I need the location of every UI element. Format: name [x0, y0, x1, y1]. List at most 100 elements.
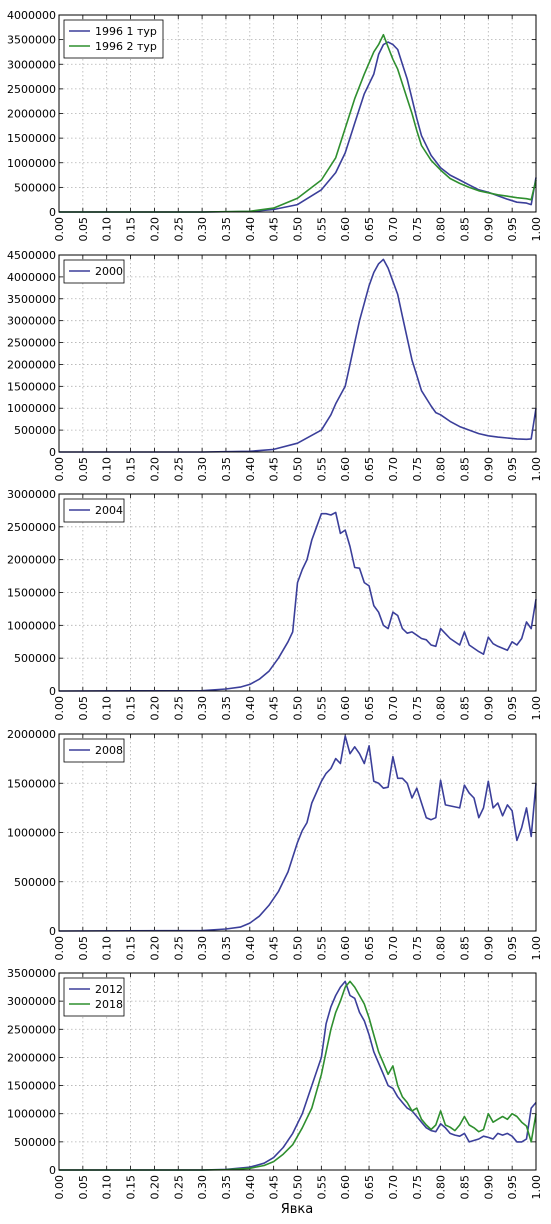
legend-box	[63, 498, 125, 523]
x-tick-label: 0.55	[315, 217, 328, 242]
x-tick-label: 0.45	[268, 696, 281, 721]
x-tick-label: 1.00	[530, 936, 543, 961]
series-line-5-2	[59, 980, 537, 1171]
x-tick-label: 0.95	[506, 1175, 519, 1200]
x-tick-label: 0.25	[172, 936, 185, 961]
x-tick-label: 0.70	[387, 457, 400, 482]
x-tick-label: 0.40	[244, 696, 257, 721]
x-tick-label: 0.60	[339, 1175, 352, 1200]
y-tick-label: 1500000	[7, 1080, 56, 1093]
x-tick-label: 0.20	[148, 1175, 161, 1200]
plot-frame	[58, 14, 537, 213]
x-tick-label: 0.75	[411, 217, 424, 242]
x-tick-label: 0.90	[482, 1175, 495, 1200]
x-tick-label: 0.15	[125, 457, 138, 482]
x-tick-label: 0.35	[220, 696, 233, 721]
y-tick-label: 1000000	[7, 619, 56, 632]
y-tick-label: 3000000	[7, 58, 56, 71]
y-tick-label: 0	[49, 446, 56, 459]
x-tick-label: 1.00	[530, 457, 543, 482]
y-tick-label: 0	[49, 925, 56, 938]
legend-label: 1996 1 тур	[95, 25, 157, 38]
x-tick-label: 0.70	[387, 217, 400, 242]
y-tick-label: 0	[49, 1164, 56, 1177]
series-line-2-1	[59, 258, 537, 453]
x-tick-label: 0.85	[458, 696, 471, 721]
x-tick-label: 0.00	[53, 457, 66, 482]
x-tick-label: 0.55	[315, 936, 328, 961]
x-tick-label: 0.60	[339, 217, 352, 242]
x-tick-label: 0.95	[506, 936, 519, 961]
x-tick-label: 0.85	[458, 217, 471, 242]
x-tick-label: 0.15	[125, 696, 138, 721]
x-tick-label: 0.05	[77, 457, 90, 482]
x-tick-label: 0.45	[268, 936, 281, 961]
x-tick-label: 0.80	[435, 936, 448, 961]
x-tick-label: 0.50	[292, 217, 305, 242]
x-tick-label: 0.05	[77, 1175, 90, 1200]
y-tick-label: 4500000	[7, 249, 56, 262]
x-tick-label: 0.20	[148, 217, 161, 242]
legend-box	[63, 738, 125, 763]
x-tick-label: 0.00	[53, 1175, 66, 1200]
legend-label: 2000	[95, 265, 123, 278]
series-line-1-2	[59, 33, 537, 213]
x-tick-label: 0.20	[148, 936, 161, 961]
y-tick-label: 2000000	[7, 728, 56, 741]
x-tick-label: 0.35	[220, 936, 233, 961]
x-tick-label: 0.70	[387, 1175, 400, 1200]
x-tick-label: 0.75	[411, 936, 424, 961]
y-tick-label: 1500000	[7, 380, 56, 393]
legend-box	[63, 19, 164, 59]
x-tick-label: 0.35	[220, 217, 233, 242]
x-tick-label: 0.85	[458, 1175, 471, 1200]
legend-label: 1996 2 тур	[95, 40, 157, 53]
x-tick-label: 0.45	[268, 457, 281, 482]
x-tick-label: 0.25	[172, 1175, 185, 1200]
x-tick-label: 0.30	[196, 696, 209, 721]
x-tick-label: 0.95	[506, 457, 519, 482]
x-tick-label: 0.30	[196, 936, 209, 961]
legend: 2008	[63, 738, 125, 763]
x-tick-label: 0.40	[244, 457, 257, 482]
chart-panel-3: 0.00 0.05 0.10 0.15 0.20 0.25 0.30 0.35 0.40 0.45…	[7, 488, 543, 721]
x-tick-label: 1.00	[530, 696, 543, 721]
series-line-5-1	[59, 980, 537, 1171]
x-tick-label: 0.50	[292, 457, 305, 482]
x-tick-label: 0.10	[101, 1175, 114, 1200]
x-tick-label: 0.30	[196, 1175, 209, 1200]
x-tick-label: 0.05	[77, 936, 90, 961]
x-tick-label: 1.00	[530, 1175, 543, 1200]
x-tick-label: 0.50	[292, 696, 305, 721]
y-tick-label: 1000000	[7, 402, 56, 415]
x-tick-label: 0.25	[172, 457, 185, 482]
x-tick-label: 0.10	[101, 217, 114, 242]
chart-panel-1: 0.00 0.05 0.10 0.15 0.20 0.25 0.30 0.35 0.40 0.45…	[7, 9, 543, 242]
y-tick-label: 0	[49, 206, 56, 219]
chart-panel-2: 0.00 0.05 0.10 0.15 0.20 0.25 0.30 0.35 0.40 0.45…	[7, 249, 543, 482]
y-tick-label: 2500000	[7, 337, 56, 350]
y-tick-label: 3000000	[7, 488, 56, 501]
x-tick-label: 0.75	[411, 1175, 424, 1200]
y-tick-label: 1500000	[7, 777, 56, 790]
plot-frame	[58, 972, 537, 1171]
x-tick-label: 0.15	[125, 1175, 138, 1200]
x-tick-label: 0.50	[292, 936, 305, 961]
x-tick-label: 0.40	[244, 1175, 257, 1200]
x-tick-label: 0.20	[148, 457, 161, 482]
y-tick-label: 500000	[14, 181, 56, 194]
x-tick-label: 0.40	[244, 217, 257, 242]
y-tick-label: 3500000	[7, 967, 56, 980]
x-tick-label: 0.75	[411, 457, 424, 482]
x-tick-label: 0.55	[315, 696, 328, 721]
x-tick-label: 0.05	[77, 696, 90, 721]
x-tick-label: 0.65	[363, 217, 376, 242]
x-tick-label: 0.60	[339, 936, 352, 961]
y-tick-label: 2000000	[7, 108, 56, 121]
x-tick-label: 0.25	[172, 696, 185, 721]
plot-frame	[58, 254, 537, 453]
legend: 2000	[63, 259, 125, 284]
series-line-3-1	[58, 511, 537, 692]
x-tick-label: 0.60	[339, 696, 352, 721]
